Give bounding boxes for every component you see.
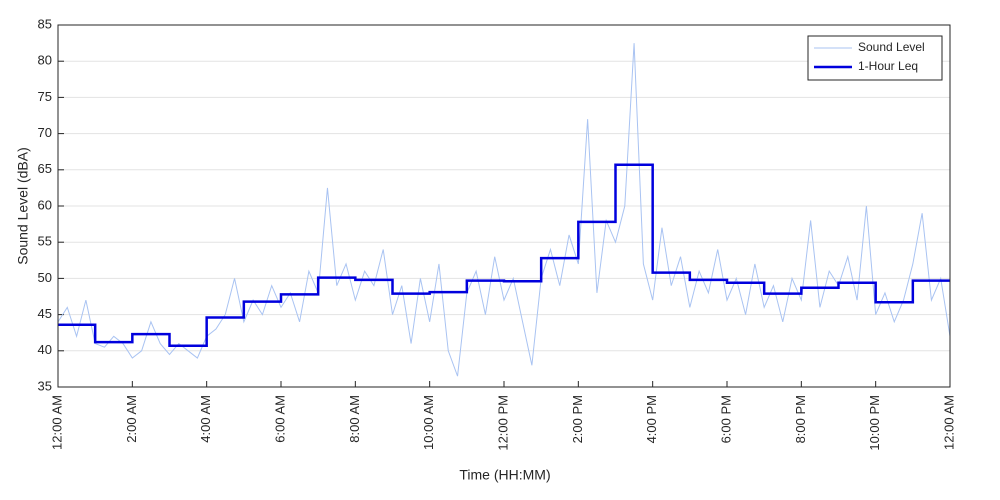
x-tick-label: 4:00 AM — [198, 395, 213, 443]
y-tick-label: 50 — [38, 270, 52, 285]
leq-step-line — [58, 163, 950, 347]
plot-frame — [57, 24, 951, 388]
x-tick-label: 6:00 PM — [718, 395, 733, 443]
legend-label: Sound Level — [858, 40, 925, 54]
legend-box — [807, 35, 943, 81]
x-tick-label: 12:00 AM — [941, 395, 956, 450]
y-tick-label: 35 — [38, 378, 52, 393]
x-tick-label: 10:00 PM — [867, 395, 882, 451]
x-tick-label: 6:00 AM — [272, 395, 287, 443]
y-tick-label: 70 — [38, 125, 52, 140]
y-tick-label: 65 — [38, 161, 52, 176]
y-tick-label: 85 — [38, 16, 52, 31]
legend-label: 1-Hour Leq — [858, 59, 918, 73]
x-tick-label: 8:00 AM — [347, 395, 362, 443]
y-tick-label: 55 — [38, 234, 52, 249]
y-tick-label: 75 — [38, 89, 52, 104]
y-axis-label: Sound Level (dBA) — [15, 147, 31, 265]
x-tick-label: 2:00 AM — [124, 395, 139, 443]
y-tick-label: 40 — [38, 342, 52, 357]
x-tick-label: 2:00 PM — [570, 395, 585, 443]
y-tick-label: 45 — [38, 306, 52, 321]
x-axis-label: Time (HH:MM) — [459, 467, 550, 483]
y-tick-label: 80 — [38, 53, 52, 68]
x-tick-label: 12:00 PM — [495, 395, 510, 451]
x-tick-label: 10:00 AM — [421, 395, 436, 450]
y-tick-label: 60 — [38, 197, 52, 212]
x-tick-label: 8:00 PM — [793, 395, 808, 443]
x-tick-label: 4:00 PM — [644, 395, 659, 443]
x-tick-label: 12:00 AM — [49, 395, 64, 450]
